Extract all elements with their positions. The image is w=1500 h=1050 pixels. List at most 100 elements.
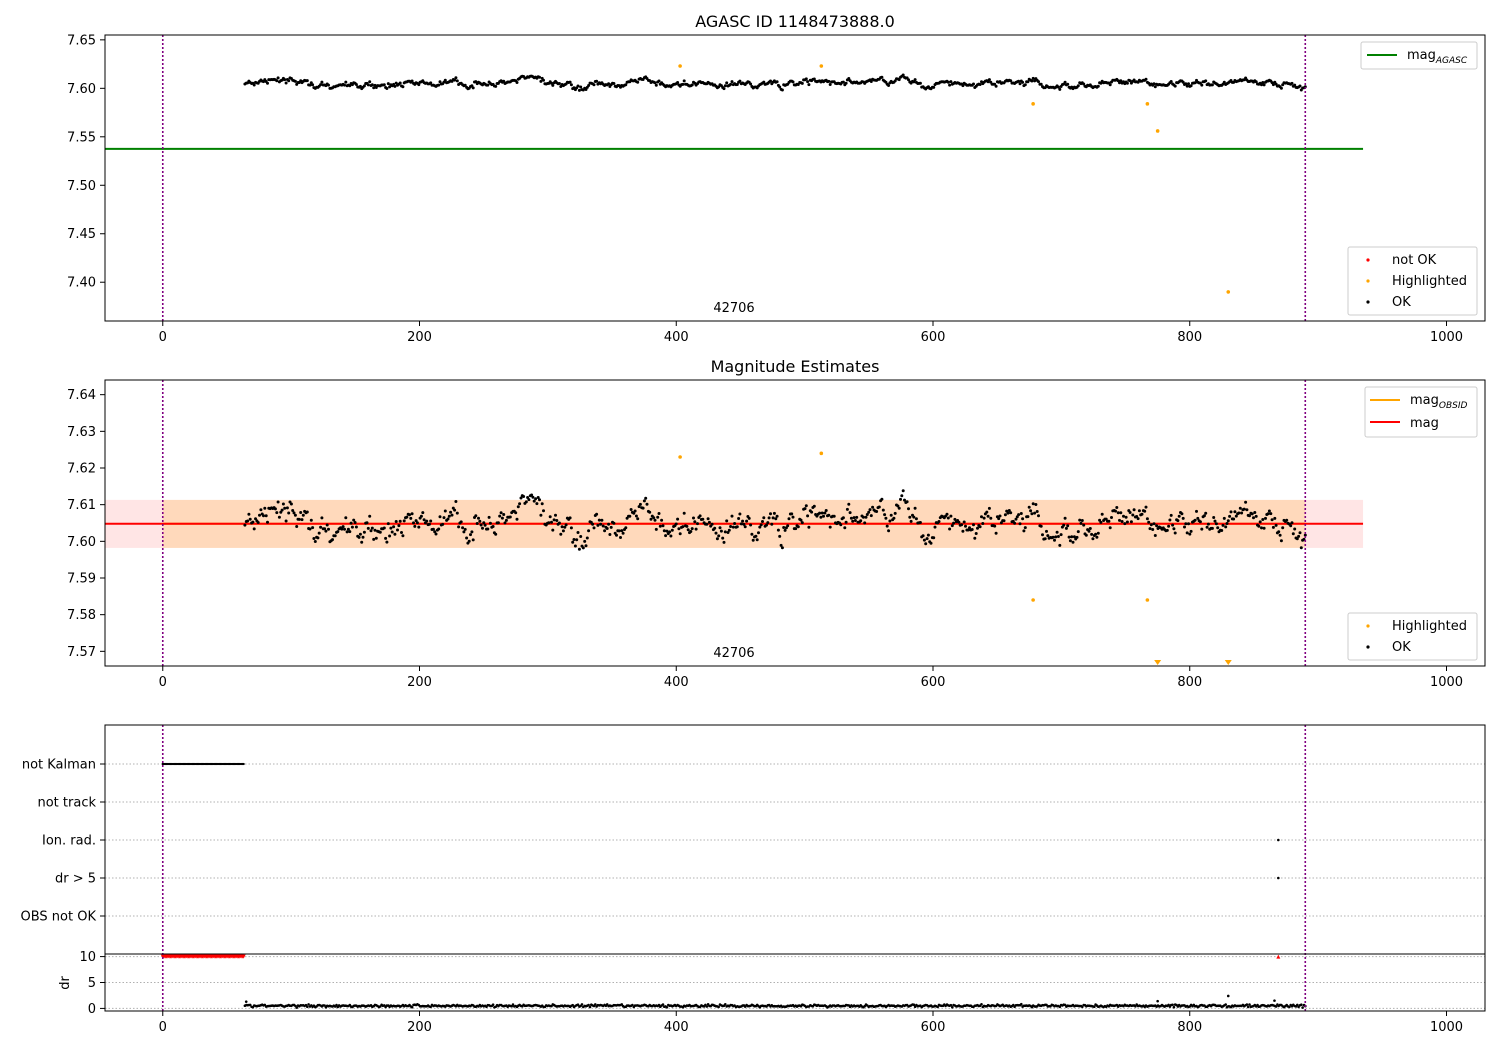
agasc-ok-point (453, 78, 457, 82)
magnitude-ok-point (644, 496, 648, 500)
magnitude-ok-point (636, 517, 640, 521)
magnitude-ok-point (1274, 523, 1278, 527)
magnitude-ok-point (1180, 512, 1184, 516)
magnitude-ok-point (427, 522, 431, 526)
magnitude-ok-point (806, 514, 810, 518)
dr-point (661, 1003, 665, 1006)
magnitude-ok-point (465, 536, 469, 540)
magnitude-ok-point (780, 546, 784, 550)
magnitude-ok-point (599, 522, 603, 526)
magnitude-ok-point (1066, 524, 1070, 528)
agasc-panel: AGASC ID 1148473888.0 0 200 400 600 800 1000 7… (67, 12, 1486, 345)
agasc-ok-point (932, 85, 936, 89)
magnitude-ok-point (629, 508, 633, 511)
agasc-ok-point (1200, 83, 1204, 87)
agasc-ok-point (252, 83, 256, 87)
magnitude-ok-point (449, 510, 453, 514)
magnitude-ok-point (658, 524, 662, 528)
dr-point (295, 1006, 299, 1009)
flag-point (1277, 838, 1280, 842)
magnitude-ok-point (772, 511, 776, 515)
magnitude-upper-legend-label-1: mag (1410, 416, 1439, 431)
magnitude-ok-point (366, 526, 370, 530)
magnitude-ok-point (901, 489, 905, 493)
magnitude-ok-point (707, 520, 711, 524)
magnitude-ok-point (1022, 529, 1026, 533)
magnitude-ok-point (1297, 534, 1301, 538)
magnitude-ok-point (500, 516, 504, 520)
agasc-ok-point (778, 85, 782, 89)
magnitude-ok-point (292, 511, 296, 515)
magnitude-upper-legend-label-0: magOBSID (1410, 393, 1468, 411)
agasc-y-tick-label-5: 7.65 (67, 33, 96, 48)
magnitude-ok-point (949, 514, 953, 518)
magnitude-ok-point (743, 525, 747, 529)
magnitude-ok-point (1058, 543, 1062, 547)
magnitude-ok-point (1210, 526, 1214, 530)
magnitude-ok-point (341, 525, 345, 529)
magnitude-ok-point (847, 502, 851, 506)
agasc-ok-point (1189, 84, 1193, 88)
magnitude-highlighted-point-3 (1145, 598, 1150, 602)
magnitude-ok-point (994, 531, 998, 535)
magnitude-ok-point (953, 517, 957, 521)
magnitude-ok-point (539, 513, 543, 517)
agasc-ok-point (994, 84, 998, 88)
magnitude-ok-point (823, 511, 827, 515)
magnitude-ok-point (1014, 517, 1018, 521)
agasc-ok-point (948, 83, 952, 87)
magnitude-ok-point (918, 521, 922, 524)
magnitude-ok-point (289, 502, 293, 506)
dr-point (1288, 1005, 1291, 1009)
magnitude-ok-point (247, 512, 251, 516)
magnitude-ok-point (1114, 509, 1117, 513)
magnitude-ok-point (1271, 525, 1275, 529)
magnitude-ok-point (863, 521, 867, 525)
magnitude-ok-point (390, 530, 394, 534)
magnitude-ok-point (649, 517, 653, 521)
magnitude-ok-point (677, 527, 681, 531)
magnitude-ok-point (1153, 534, 1157, 537)
magnitude-ok-point (735, 525, 739, 529)
magnitude-ok-point (1124, 515, 1128, 519)
flag-point (242, 762, 245, 766)
magnitude-ok-point (1132, 508, 1136, 512)
agasc-ok-point (463, 83, 467, 87)
magnitude-ok-point (888, 519, 892, 523)
dr-point (936, 1005, 939, 1009)
agasc-ok-point (1058, 87, 1062, 91)
magnitude-ok-point (301, 513, 305, 517)
magnitude-ok-point (885, 524, 889, 528)
magnitude-y-tick-label-3: 7.60 (67, 535, 96, 550)
magnitude-ok-point (1013, 521, 1017, 525)
magnitude-ok-point (634, 514, 638, 518)
magnitude-obsid-label: 42706 (713, 646, 754, 661)
agasc-ok-point (735, 83, 739, 86)
agasc-ok-point (1279, 86, 1283, 90)
magnitude-ok-point (633, 509, 637, 513)
magnitude-ok-point (246, 519, 250, 523)
magnitude-ok-point (401, 534, 405, 538)
agasc-lower-legend-box (1347, 246, 1478, 316)
agasc-panel-frame (104, 34, 1486, 322)
magnitude-ok-point (715, 537, 719, 541)
magnitude-ok-point (1168, 518, 1172, 522)
agasc-ok-point (1169, 80, 1173, 83)
magnitude-ok-point (446, 517, 450, 521)
magnitude-ok-point (1019, 512, 1023, 515)
agasc-ok-point (366, 83, 370, 87)
magnitude-ok-point (660, 518, 664, 522)
magnitude-ok-point (790, 512, 794, 516)
magnitude-ok-point (713, 526, 717, 530)
magnitude-ok-point (905, 500, 909, 504)
magnitude-ok-point (573, 544, 577, 548)
agasc-ok-point (912, 80, 916, 84)
magnitude-ok-point (761, 520, 764, 523)
magnitude-ok-point (1017, 513, 1021, 517)
magnitude-ok-point (319, 525, 323, 529)
magnitude-ok-point (471, 538, 475, 542)
magnitude-ok-point (706, 517, 710, 521)
agasc-ok-point (1076, 84, 1080, 88)
magnitude-ok-point (926, 533, 930, 537)
